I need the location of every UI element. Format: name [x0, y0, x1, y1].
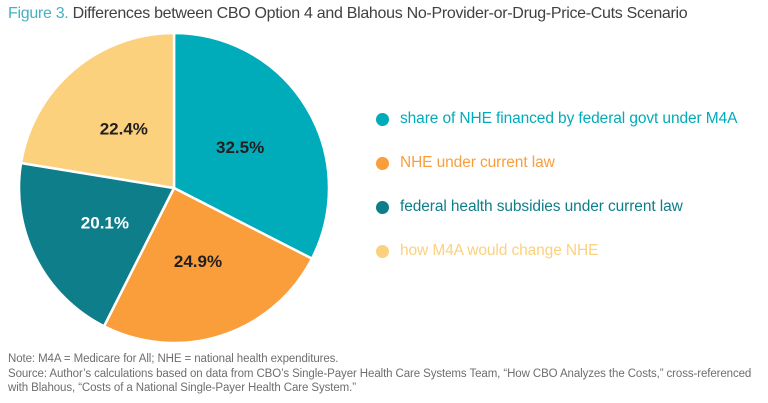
legend-item-m4a-federal-share: share of NHE financed by federal govt un…: [376, 109, 737, 129]
legend-dot-icon: [376, 200, 389, 214]
figure-title-text: Differences between CBO Option 4 and Bla…: [68, 5, 688, 22]
legend-item-label: share of NHE financed by federal govt un…: [400, 110, 738, 127]
legend-item-label: NHE under current law: [400, 154, 555, 171]
pie-slice-value-label-1: 24.9%: [174, 252, 222, 271]
figure-notes: Note: M4A = Medicare for All; NHE = nati…: [8, 352, 760, 396]
pie-slice-value-label-0: 32.5%: [216, 138, 264, 157]
pie-slice-0: [172, 31, 331, 260]
source-text: Source: Author’s calculations based on d…: [8, 367, 752, 395]
legend-dot-icon: [376, 244, 389, 258]
legend-item-m4a-change-nhe: how M4A would change NHE: [376, 241, 737, 261]
pie-legend: share of NHE financed by federal govt un…: [376, 109, 737, 261]
legend-item-federal-subsidies: federal health subsidies under current l…: [376, 197, 737, 217]
pie-slice-3: [19, 31, 176, 190]
legend-item-nhe-current-law: NHE under current law: [376, 153, 737, 173]
pie-slice-2: [17, 161, 176, 328]
legend-item-label: federal health subsidies under current l…: [400, 198, 683, 215]
legend-dot-icon: [376, 112, 389, 126]
pie-slice-1: [102, 186, 314, 345]
pie-slice-value-label-2: 20.1%: [81, 214, 129, 233]
legend-dot-icon: [376, 156, 389, 170]
legend-item-label: how M4A would change NHE: [400, 242, 599, 259]
figure-number-label: Figure 3.: [8, 5, 69, 22]
note-text: Note: M4A = Medicare for All; NHE = nati…: [8, 353, 339, 365]
figure-title: Figure 3. Differences between CBO Option…: [8, 5, 688, 23]
pie-chart: 32.5% 24.9% 20.1% 22.4%: [17, 31, 331, 345]
pie-slice-value-label-3: 22.4%: [100, 119, 148, 138]
